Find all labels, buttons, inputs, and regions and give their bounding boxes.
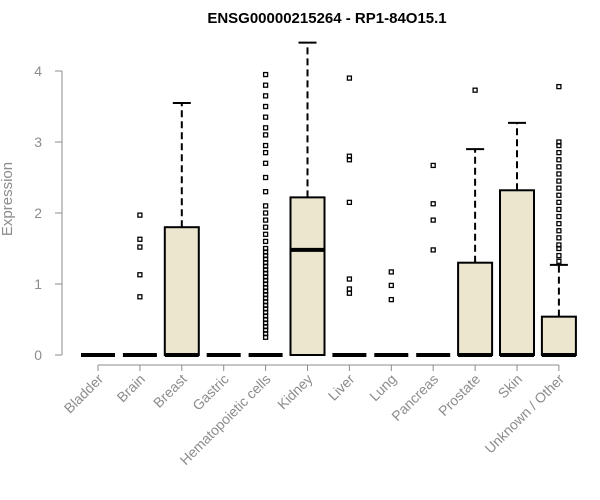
outlier-point bbox=[262, 82, 269, 88]
outlier-point bbox=[346, 153, 353, 159]
box-group bbox=[248, 71, 283, 357]
outlier-point bbox=[346, 286, 353, 292]
outlier-point bbox=[262, 217, 269, 223]
outlier-point bbox=[262, 114, 269, 120]
outlier-point bbox=[262, 245, 269, 252]
outlier-point bbox=[430, 217, 436, 223]
y-tick-label: 2 bbox=[34, 205, 42, 221]
box-group bbox=[499, 121, 535, 357]
outlier-point bbox=[556, 242, 562, 248]
box-body bbox=[457, 261, 494, 357]
outlier-point bbox=[556, 213, 562, 220]
y-tick-label: 0 bbox=[34, 347, 42, 363]
outlier-point bbox=[556, 139, 562, 145]
outlier-point bbox=[556, 164, 562, 170]
outlier-point bbox=[556, 258, 562, 264]
x-tick-label: Skin bbox=[495, 371, 526, 402]
box-group bbox=[457, 87, 494, 357]
outlier-point bbox=[262, 189, 269, 195]
outlier-point bbox=[388, 269, 394, 275]
outlier-point bbox=[556, 235, 562, 241]
outlier-point bbox=[262, 71, 269, 78]
outlier-point bbox=[556, 149, 562, 156]
outlier-point bbox=[262, 231, 269, 237]
x-tick-label: Breast bbox=[150, 371, 190, 411]
outlier-point bbox=[137, 212, 143, 218]
outlier-point bbox=[556, 83, 562, 90]
y-axis-label: Expression bbox=[0, 162, 16, 236]
outlier-point bbox=[388, 296, 394, 303]
outlier-point bbox=[556, 228, 562, 234]
outlier-point bbox=[430, 247, 436, 253]
outlier-point bbox=[556, 199, 562, 206]
box-group bbox=[540, 83, 577, 357]
outlier-point bbox=[556, 220, 562, 227]
y-tick-label: 1 bbox=[34, 276, 42, 292]
outlier-point bbox=[137, 236, 143, 242]
outlier-point bbox=[262, 125, 269, 131]
outlier-point bbox=[262, 203, 269, 209]
outlier-point bbox=[556, 206, 562, 213]
box-group bbox=[122, 212, 157, 357]
outlier-point bbox=[137, 244, 143, 250]
box-group bbox=[332, 75, 367, 357]
x-tick-label: Pancreas bbox=[388, 371, 441, 424]
outlier-point bbox=[137, 272, 143, 278]
outlier-point bbox=[556, 171, 562, 177]
x-tick-label: Brain bbox=[114, 371, 148, 405]
outlier-point bbox=[346, 276, 353, 282]
outlier-point bbox=[262, 160, 269, 166]
outlier-point bbox=[388, 282, 394, 289]
outlier-point bbox=[430, 162, 436, 169]
box-body bbox=[163, 226, 200, 356]
outlier-point bbox=[556, 252, 562, 259]
outlier-point bbox=[556, 178, 562, 184]
x-tick-label: Liver bbox=[325, 371, 358, 404]
box-group bbox=[289, 41, 326, 356]
outlier-point bbox=[346, 290, 353, 296]
outlier-point bbox=[262, 132, 269, 138]
box-body bbox=[499, 189, 535, 356]
outlier-point bbox=[262, 93, 269, 99]
x-tick-label: Lung bbox=[366, 371, 399, 404]
box-body bbox=[540, 315, 577, 357]
outlier-point bbox=[137, 294, 143, 300]
x-tick-label: Bladder bbox=[61, 371, 107, 417]
x-tick-label: Prostate bbox=[435, 371, 483, 419]
outlier-point bbox=[346, 199, 353, 206]
outlier-point bbox=[346, 75, 353, 81]
outlier-point bbox=[262, 238, 269, 245]
outlier-point bbox=[556, 157, 562, 163]
box-group bbox=[374, 269, 409, 357]
outlier-point bbox=[262, 210, 269, 216]
box-body bbox=[289, 196, 326, 356]
y-tick-label: 3 bbox=[34, 134, 42, 150]
box-group bbox=[163, 101, 200, 357]
y-tick-label: 4 bbox=[34, 63, 42, 79]
plot-area bbox=[81, 41, 577, 357]
outlier-point bbox=[472, 87, 478, 93]
outlier-point bbox=[262, 103, 269, 110]
outlier-point bbox=[430, 201, 436, 207]
chart-title: ENSG00000215264 - RP1-84O15.1 bbox=[207, 10, 446, 27]
outlier-point bbox=[262, 224, 269, 230]
box-group bbox=[416, 162, 451, 357]
outlier-point bbox=[556, 185, 562, 191]
outlier-point bbox=[556, 192, 562, 198]
outlier-point bbox=[262, 149, 269, 156]
outlier-point bbox=[262, 142, 269, 149]
x-tick-label: Unknown / Other bbox=[481, 371, 567, 457]
outlier-point bbox=[262, 174, 269, 181]
x-tick-label: Kidney bbox=[274, 371, 316, 413]
